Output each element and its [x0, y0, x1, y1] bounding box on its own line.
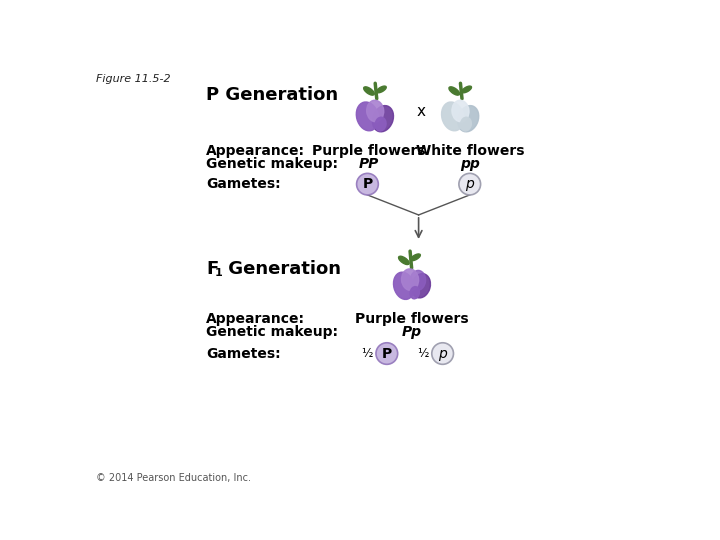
Ellipse shape [364, 87, 374, 95]
Text: ½: ½ [418, 347, 428, 360]
Ellipse shape [460, 117, 472, 131]
Ellipse shape [356, 102, 379, 131]
Ellipse shape [402, 269, 418, 291]
Ellipse shape [462, 86, 472, 93]
Text: P Generation: P Generation [206, 86, 338, 104]
Ellipse shape [449, 87, 459, 95]
Text: x: x [416, 104, 426, 118]
Circle shape [356, 173, 378, 195]
Ellipse shape [410, 254, 420, 261]
Ellipse shape [410, 271, 426, 291]
Text: Appearance:: Appearance: [206, 144, 305, 158]
Ellipse shape [458, 106, 479, 132]
Text: p: p [438, 347, 447, 361]
Ellipse shape [394, 272, 414, 299]
Text: pp: pp [460, 157, 480, 171]
Text: P: P [362, 177, 372, 191]
Text: Genetic makeup:: Genetic makeup: [206, 157, 338, 171]
Text: Gametes:: Gametes: [206, 177, 281, 191]
Text: Purple flowers: Purple flowers [312, 144, 426, 158]
Ellipse shape [399, 256, 409, 265]
Circle shape [432, 343, 454, 364]
Text: ½: ½ [361, 347, 373, 360]
Text: Gametes:: Gametes: [206, 347, 281, 361]
Text: p: p [465, 177, 474, 191]
Ellipse shape [452, 100, 469, 122]
Ellipse shape [377, 86, 386, 93]
Text: 1: 1 [215, 268, 222, 278]
Text: Appearance:: Appearance: [206, 312, 305, 326]
Text: Genetic makeup:: Genetic makeup: [206, 325, 338, 339]
Text: © 2014 Pearson Education, Inc.: © 2014 Pearson Education, Inc. [96, 473, 251, 483]
Ellipse shape [441, 102, 464, 131]
Circle shape [376, 343, 397, 364]
Ellipse shape [366, 100, 384, 122]
Text: PP: PP [359, 157, 379, 171]
Text: F: F [206, 260, 218, 278]
Circle shape [459, 173, 481, 195]
Text: Pp: Pp [402, 325, 422, 339]
Ellipse shape [375, 117, 386, 131]
Text: P: P [382, 347, 392, 361]
Text: Purple flowers: Purple flowers [355, 312, 469, 326]
Text: White flowers: White flowers [415, 144, 524, 158]
Ellipse shape [372, 106, 394, 132]
Text: Figure 11.5-2: Figure 11.5-2 [96, 74, 171, 84]
Ellipse shape [410, 287, 420, 299]
Text: Generation: Generation [222, 260, 341, 278]
Ellipse shape [411, 274, 431, 298]
